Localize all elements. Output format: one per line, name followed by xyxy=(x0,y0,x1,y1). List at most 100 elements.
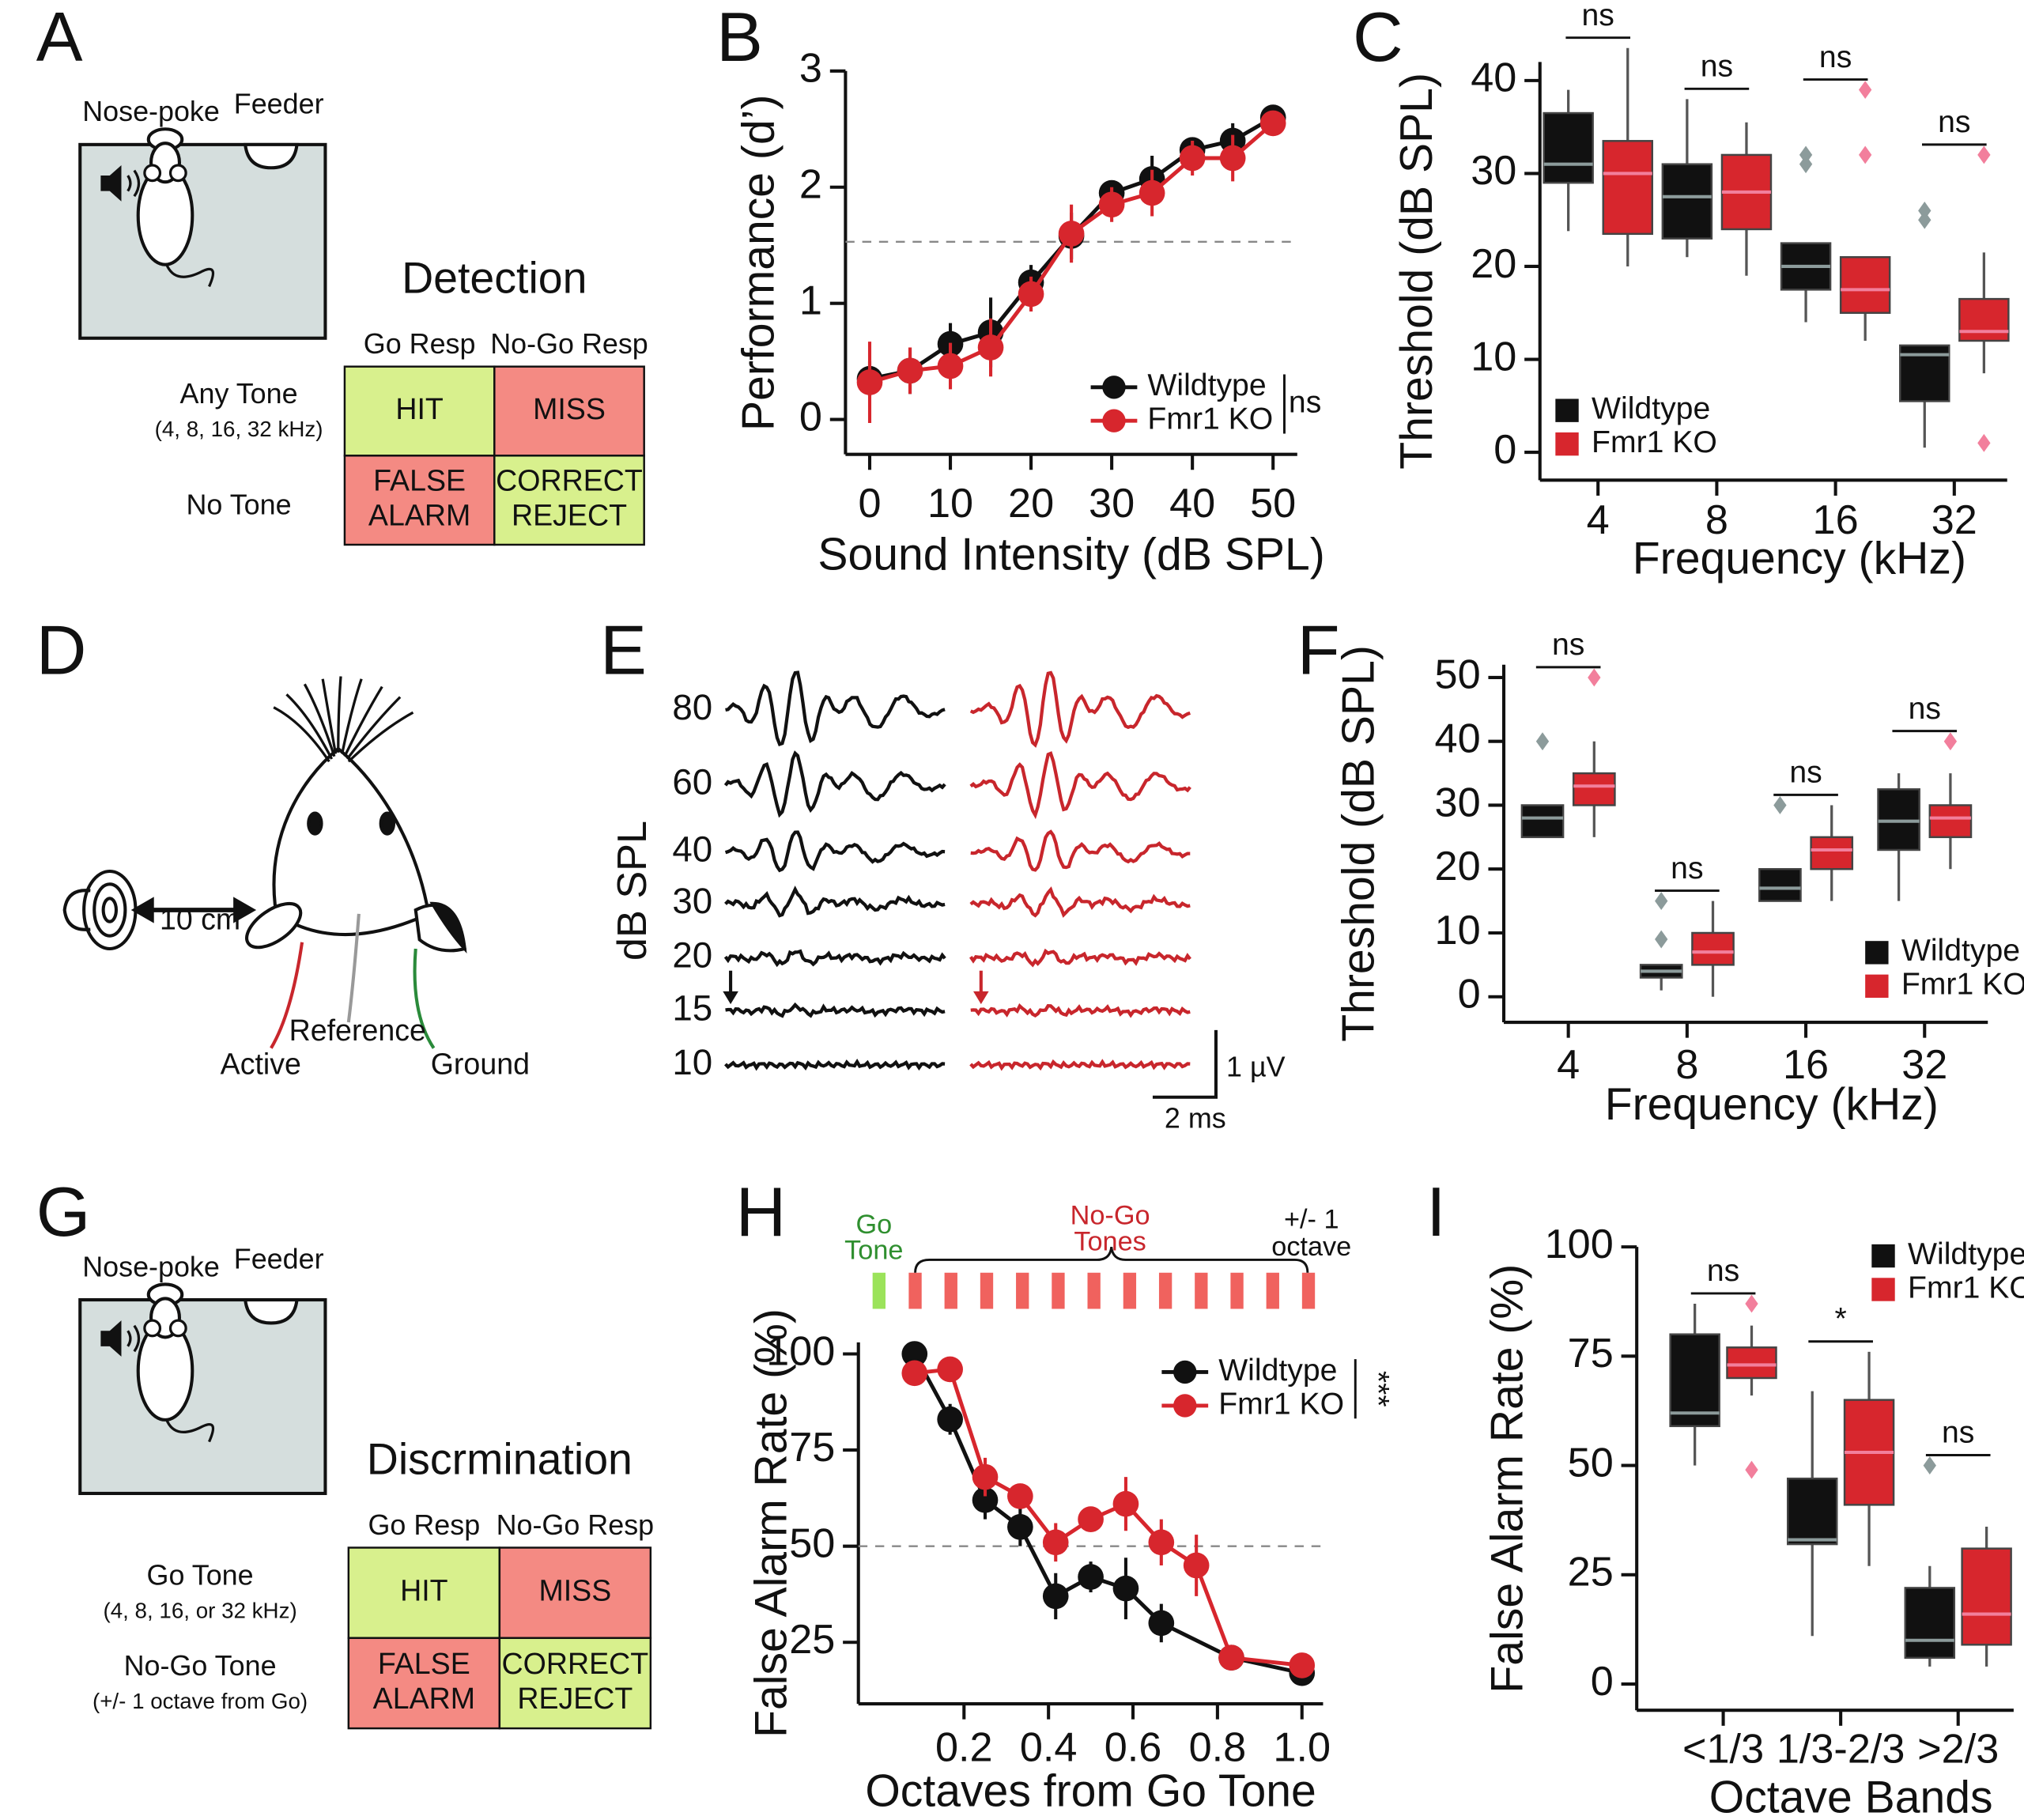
speaker-center xyxy=(101,897,118,923)
data-point xyxy=(901,1341,928,1367)
significance-label: ns xyxy=(1789,756,1822,790)
ear-left xyxy=(245,901,303,950)
speaker-cone xyxy=(93,882,127,938)
outlier xyxy=(1745,1294,1758,1313)
panel-label: E xyxy=(600,611,647,689)
data-point xyxy=(937,1356,963,1383)
x-tick-label: 16 xyxy=(1813,497,1859,543)
box xyxy=(1726,1346,1777,1380)
nogo-tone-bar xyxy=(1301,1272,1316,1309)
chart-box: 0 10 20 30 40 50 4 8 16 32 Threshold (dB SPL) Frequ… xyxy=(1334,628,2024,1130)
significance-label: ns xyxy=(1909,692,1941,726)
x-tick-label: 4 xyxy=(1557,1042,1580,1088)
y-tick-label: 0 xyxy=(1493,427,1516,473)
y-axis-title: Threshold (dB SPL) xyxy=(1392,73,1442,470)
legend-swatch xyxy=(1871,1278,1895,1301)
data-point xyxy=(1148,1529,1175,1556)
go-tone-bar xyxy=(872,1272,886,1309)
outlier xyxy=(1918,210,1931,229)
y-tick-label: 10 xyxy=(1471,334,1516,379)
whisker xyxy=(303,683,336,757)
box xyxy=(1928,804,1973,839)
data-point xyxy=(1098,191,1125,218)
significance-label: * xyxy=(1835,1302,1847,1336)
panel-label: D xyxy=(36,611,87,689)
y-tick-label: 2 xyxy=(799,162,822,208)
legend-label: Fmr1 KO xyxy=(1908,1271,2024,1305)
feeder-label: Feeder xyxy=(234,1243,324,1275)
legend-label: Wildtype xyxy=(1901,934,2020,968)
x-tick-label: 0.2 xyxy=(935,1725,993,1771)
outcome-label: MISS xyxy=(538,1574,611,1607)
row-label: No Tone xyxy=(187,488,292,520)
box xyxy=(1661,163,1713,240)
sound-waves xyxy=(126,1324,141,1353)
outlier xyxy=(1923,1456,1936,1475)
panel-label: G xyxy=(36,1172,91,1251)
panel-label: I xyxy=(1426,1172,1445,1251)
whiskers xyxy=(273,676,414,763)
row-label: No-Go Tone xyxy=(124,1649,277,1682)
y-tick-label: 1 xyxy=(799,278,822,323)
box xyxy=(1572,772,1616,806)
series-line xyxy=(912,1353,1303,1675)
panel-label: C xyxy=(1353,0,1403,76)
legend-swatch xyxy=(1871,1244,1895,1268)
mouse-ear xyxy=(168,164,187,183)
octave-range-label: octave xyxy=(1271,1232,1351,1262)
x-tick-label: <1/3 xyxy=(1682,1726,1764,1772)
nogo-tone-bar xyxy=(908,1272,922,1309)
nogo-tone-bar xyxy=(1123,1272,1137,1309)
active-label: Active xyxy=(221,1047,301,1080)
level-label: 40 xyxy=(672,829,712,870)
y-tick-label: 30 xyxy=(1435,780,1481,825)
whisker xyxy=(347,711,414,763)
box xyxy=(1758,867,1802,902)
data-point xyxy=(1058,221,1085,247)
x-axis-title: Octave Bands xyxy=(1709,1773,1993,1820)
chart-line: 25 50 75 100 0.2 0.4 0.6 0.8 1.0 False Alarm Rate… xyxy=(746,1308,1395,1816)
legend-label: Wildtype xyxy=(1592,392,1710,426)
y-tick-label: 40 xyxy=(1471,55,1516,101)
data-point xyxy=(1148,1610,1175,1637)
x-tick-label: 40 xyxy=(1169,481,1215,527)
table-title: Discrmination xyxy=(367,1434,632,1483)
mouse-ear xyxy=(143,1319,162,1338)
box xyxy=(1543,111,1594,184)
nogo-tone-bar xyxy=(1195,1272,1208,1309)
outlier xyxy=(1799,145,1813,164)
active-electrode xyxy=(270,942,304,1049)
outcome-cell xyxy=(493,365,645,457)
box xyxy=(1691,931,1735,966)
outcome-label: REJECT xyxy=(517,1682,632,1715)
outcome-label: CORRECT xyxy=(502,1647,649,1680)
y-axis-title: Performance (d’) xyxy=(733,95,784,431)
whisker xyxy=(321,678,338,754)
x-axis-title: Frequency (kHz) xyxy=(1605,1079,1939,1130)
speaker-back xyxy=(62,889,91,931)
nogo-tone-bar xyxy=(944,1272,957,1309)
significance-label: ns xyxy=(1552,628,1584,662)
y-axis-title: Threshold (dB SPL) xyxy=(1334,645,1384,1042)
mouse-ear xyxy=(143,164,162,183)
significance-label: ns xyxy=(1582,0,1614,32)
data-point xyxy=(1218,1644,1244,1671)
outlier xyxy=(1535,732,1550,751)
data-point xyxy=(937,353,964,379)
panel-label: A xyxy=(36,0,83,76)
nose-poke-label: Nose-poke xyxy=(82,1250,220,1282)
y-tick-label: 50 xyxy=(1435,652,1481,698)
arrow-head xyxy=(233,897,257,923)
mouse-tail xyxy=(164,1415,215,1443)
significance-label: ns xyxy=(1701,50,1733,84)
y-tick-label: 0 xyxy=(1458,972,1481,1018)
abr-trace xyxy=(970,829,1191,872)
abr-trace xyxy=(724,885,946,918)
y-tick-label: 20 xyxy=(1435,844,1481,889)
nogo-tone-bar xyxy=(1266,1272,1279,1309)
feeder xyxy=(243,1298,299,1325)
panel-d-labels: 10 cm Reference Active Ground xyxy=(160,903,530,1081)
outcome-label: HIT xyxy=(395,392,444,425)
